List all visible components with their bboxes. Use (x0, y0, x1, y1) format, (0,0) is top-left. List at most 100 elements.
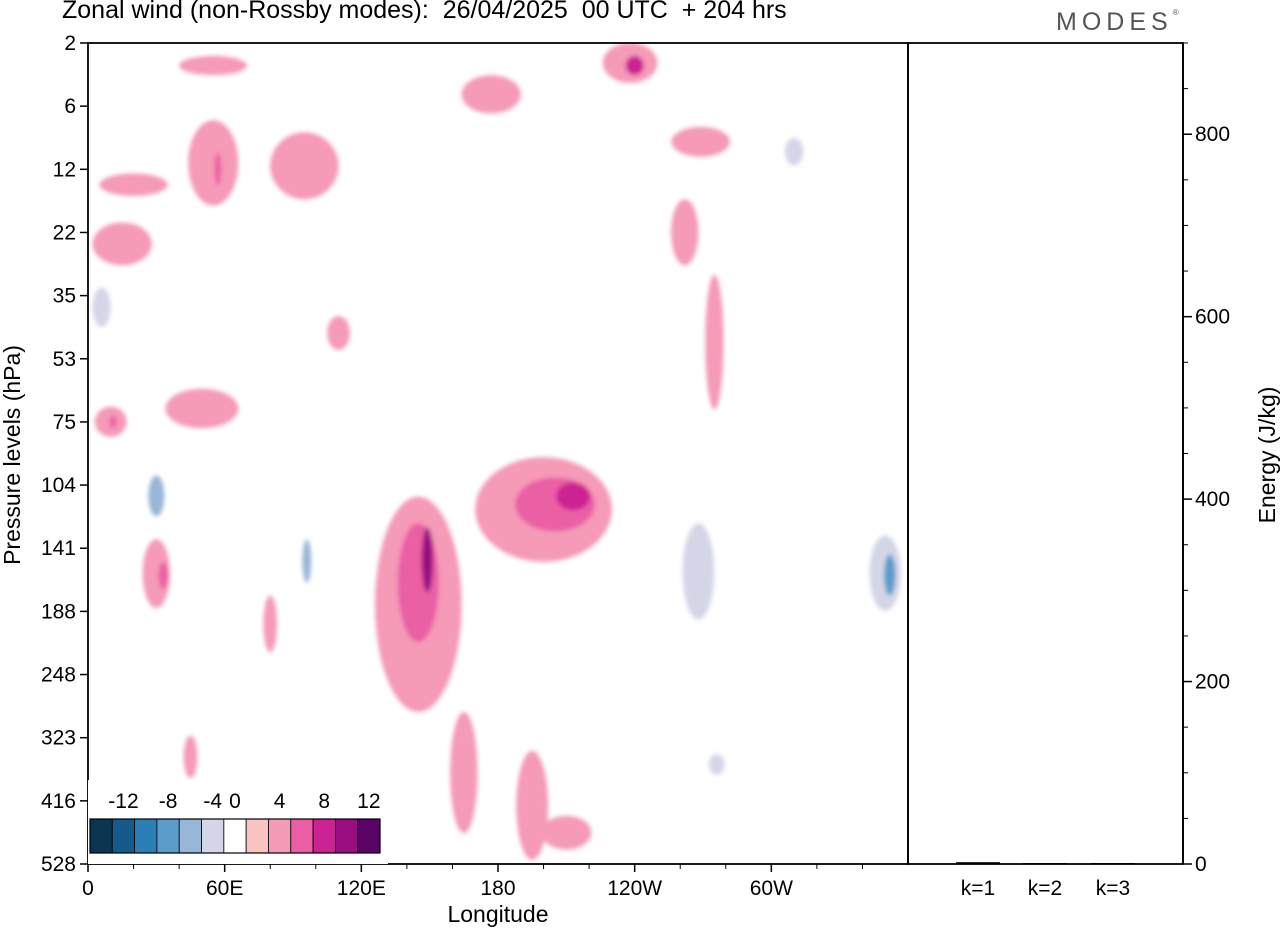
colorbar-swatch (89, 818, 113, 854)
colorbar-frame (89, 818, 381, 854)
contour-blob (109, 415, 117, 429)
brand-text: MODES (1056, 8, 1173, 36)
y-tick-label: 416 (41, 790, 76, 813)
y-tick-label: 22 (53, 221, 76, 244)
contour-blob (421, 527, 434, 593)
contour-blob (263, 595, 278, 653)
y-tick-label: 188 (41, 600, 76, 623)
x-tick-label: 0 (82, 877, 94, 900)
contour-field (88, 43, 906, 860)
colorbar-swatch (223, 818, 247, 854)
contour-blob (516, 750, 549, 860)
energy-tick-label: 600 (1195, 306, 1230, 329)
colorbar-label: 0 (229, 790, 241, 813)
contour-blob (625, 55, 644, 76)
pressure-axis: 2 6 12 22 35 53 75 104 141 188 248 323 416 528 (41, 32, 88, 876)
y-tick-label: 12 (53, 158, 76, 181)
colorbar-swatch (178, 818, 202, 854)
contour-blob (708, 754, 725, 775)
contour-blob (158, 561, 168, 590)
contour-blob (682, 523, 715, 620)
contour-blob (347, 217, 376, 280)
contour-blob (99, 173, 168, 196)
contour-blob (327, 315, 350, 350)
contour-blob (397, 523, 439, 642)
energy-bar (956, 862, 1000, 864)
contour-blob (884, 554, 896, 596)
contour-blob (475, 137, 544, 196)
colorbar-swatch (268, 818, 292, 854)
energy-tick-label: 200 (1195, 671, 1230, 694)
wavenumber-label: k=1 (961, 877, 995, 900)
contour-blob (461, 75, 521, 114)
energy-bar (1023, 863, 1067, 864)
contour-blob (450, 711, 478, 834)
contour-blob (782, 415, 897, 492)
x-tick-label: 60E (206, 877, 243, 900)
x-tick-label: 120W (607, 877, 662, 900)
y-tick-label: 248 (41, 664, 76, 687)
y-tick-label: 75 (53, 411, 76, 434)
chart-title: Zonal wind (non-Rossby modes): 26/04/202… (62, 0, 787, 24)
contour-blob (705, 274, 724, 410)
longitude-axis: 0 60E 120E 180 120W 60W (82, 864, 863, 900)
y-tick-label: 35 (53, 285, 76, 308)
x-tick-label: 180 (480, 877, 515, 900)
x-tick-label: 120E (337, 877, 386, 900)
brand-mark: ® (1172, 8, 1179, 17)
energy-bar (1091, 863, 1135, 864)
y-tick-label: 141 (41, 537, 76, 560)
energy-tick-label: 400 (1195, 488, 1230, 511)
x-axis-label: Longitude (447, 901, 548, 927)
energy-panel-frame (907, 42, 1184, 865)
contour-blob (270, 132, 339, 200)
contour-blob (92, 287, 111, 327)
contour-blob (92, 222, 152, 266)
y-tick-label: 2 (64, 32, 76, 55)
energy-bars (956, 862, 1135, 864)
colorbar-label: -8 (159, 790, 178, 813)
contour-blob (277, 514, 309, 602)
contour-blob (556, 482, 591, 511)
contour-blob (142, 539, 170, 608)
colorbar-swatch (201, 818, 225, 854)
colorbar-label: -4 (203, 790, 222, 813)
colorbar-swatch (245, 818, 269, 854)
contour-blob (397, 711, 416, 845)
contour-blob (106, 652, 139, 717)
colorbar-swatch (111, 818, 136, 854)
x-tick-label: 60W (750, 877, 793, 900)
energy-tick-label: 0 (1195, 853, 1207, 876)
energy-tick-label: 800 (1195, 123, 1230, 146)
contour-blob (165, 388, 239, 429)
y-tick-label: 53 (53, 348, 76, 371)
y-tick-label: 528 (41, 853, 76, 876)
colorbar-label: -12 (108, 790, 138, 813)
contour-blob (785, 137, 804, 166)
contour-blob (148, 475, 165, 517)
wavenumber-axis: k=1 k=2 k=3 (961, 877, 1130, 900)
y-tick-label: 104 (41, 474, 76, 497)
colorbar-label: 8 (318, 790, 330, 813)
contour-blob (671, 199, 699, 266)
colorbar-swatch (357, 818, 381, 854)
contour-blob (671, 126, 731, 158)
y-tick-label: 6 (64, 95, 76, 118)
contour-blob (238, 43, 303, 83)
contour-blob (214, 152, 222, 186)
contour-blob (179, 55, 248, 76)
colorbar-label: 12 (357, 790, 380, 813)
wavenumber-label: k=2 (1028, 877, 1062, 900)
colorbar-swatch (334, 818, 359, 854)
contour-blob (302, 539, 312, 583)
energy-axis-label: Energy (J/kg) (1254, 387, 1280, 524)
contour-blob (541, 815, 592, 850)
colorbar-swatch (312, 818, 336, 854)
contour-blob (88, 55, 140, 102)
contour-blob (183, 735, 198, 779)
y-axis-label: Pressure levels (hPa) (0, 345, 25, 565)
contour-blob (170, 462, 257, 528)
colorbar-swatch (290, 818, 314, 854)
y-tick-label: 323 (41, 727, 76, 750)
